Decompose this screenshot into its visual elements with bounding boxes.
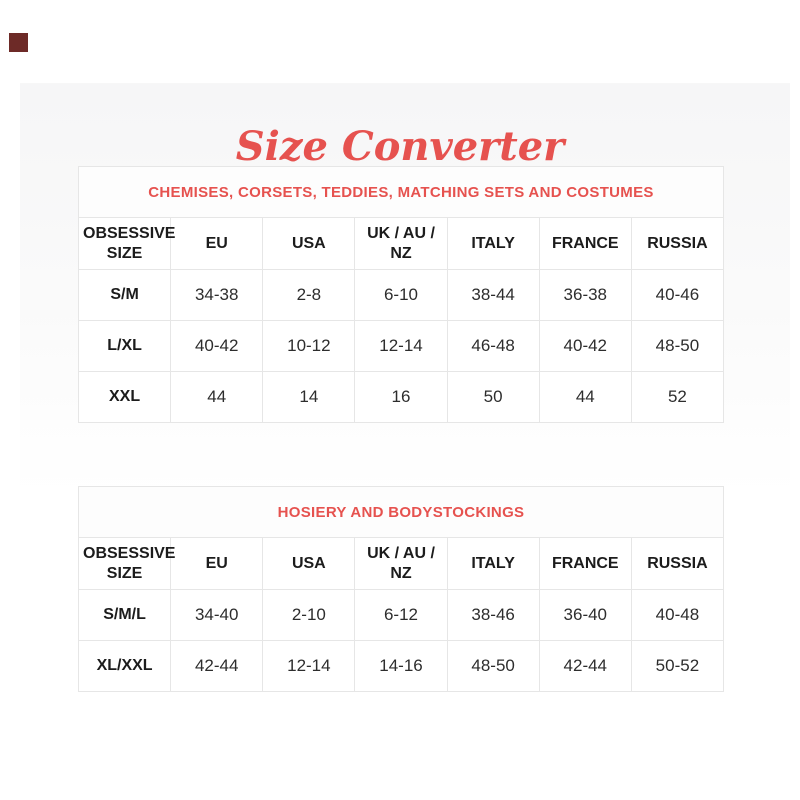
size-value: 14-16: [354, 640, 448, 692]
column-header: USA: [262, 217, 356, 270]
size-value: 50-52: [630, 640, 725, 692]
size-value: 50: [446, 371, 540, 423]
size-value: 38-44: [446, 269, 540, 321]
chemises-size-table-section: CHEMISES, CORSETS, TEDDIES, MATCHING SET…: [77, 166, 725, 423]
column-header: RUSSIA: [630, 537, 725, 590]
size-value: 52: [630, 371, 725, 423]
table-title-row: HOSIERY AND BODYSTOCKINGS: [78, 486, 724, 538]
column-header-row: OBSESSIVE SIZE EU USA UK / AU / NZ ITALY FRAN…: [77, 537, 725, 590]
size-value: 6-10: [354, 269, 448, 321]
column-header: RUSSIA: [630, 217, 725, 270]
size-value: 6-12: [354, 589, 448, 641]
table-row: XL/XXL 42-44 12-14 14-16 48-50 42-44 50-52: [77, 640, 725, 692]
size-value: 10-12: [262, 320, 356, 372]
column-header: OBSESSIVE SIZE: [77, 217, 175, 270]
column-header: ITALY: [446, 217, 540, 270]
obsessive-size-label: XXL: [77, 371, 172, 423]
column-header: USA: [262, 537, 356, 590]
column-header: UK / AU / NZ: [354, 537, 448, 590]
size-value: 40-46: [630, 269, 725, 321]
hosiery-size-table-section: HOSIERY AND BODYSTOCKINGS OBSESSIVE SIZE E…: [77, 486, 725, 692]
size-value: 40-42: [538, 320, 632, 372]
table-row: S/M 34-38 2-8 6-10 38-44 36-38 40-46: [77, 269, 725, 321]
size-value: 42-44: [538, 640, 632, 692]
size-value: 14: [262, 371, 356, 423]
size-value: 34-40: [170, 589, 264, 641]
obsessive-size-label: S/M: [77, 269, 172, 321]
column-header: EU: [170, 537, 264, 590]
column-header: FRANCE: [538, 537, 632, 590]
table-title: HOSIERY AND BODYSTOCKINGS: [78, 486, 724, 538]
corner-logo-mark: [9, 33, 28, 52]
column-header: EU: [170, 217, 264, 270]
obsessive-size-label: L/XL: [77, 320, 172, 372]
size-value: 12-14: [354, 320, 448, 372]
size-value: 38-46: [446, 589, 540, 641]
size-value: 34-38: [170, 269, 264, 321]
size-value: 2-8: [262, 269, 356, 321]
size-value: 40-42: [170, 320, 264, 372]
column-header: OBSESSIVE SIZE: [77, 537, 175, 590]
column-header: UK / AU / NZ: [354, 217, 448, 270]
column-header: ITALY: [446, 537, 540, 590]
table-row: S/M/L 34-40 2-10 6-12 38-46 36-40 40-48: [77, 589, 725, 641]
column-header-row: OBSESSIVE SIZE EU USA UK / AU / NZ ITALY FRAN…: [77, 217, 725, 270]
table-title-row: CHEMISES, CORSETS, TEDDIES, MATCHING SET…: [78, 166, 724, 218]
size-value: 46-48: [446, 320, 540, 372]
size-value: 36-38: [538, 269, 632, 321]
obsessive-size-label: XL/XXL: [77, 640, 172, 692]
size-value: 44: [170, 371, 264, 423]
table-row: XXL 44 14 16 50 44 52: [77, 371, 725, 423]
size-value: 40-48: [630, 589, 725, 641]
size-value: 48-50: [446, 640, 540, 692]
size-value: 2-10: [262, 589, 356, 641]
size-value: 36-40: [538, 589, 632, 641]
size-value: 44: [538, 371, 632, 423]
size-value: 42-44: [170, 640, 264, 692]
table-row: L/XL 40-42 10-12 12-14 46-48 40-42 48-50: [77, 320, 725, 372]
chemises-size-table: CHEMISES, CORSETS, TEDDIES, MATCHING SET…: [77, 166, 725, 423]
obsessive-size-label: S/M/L: [77, 589, 172, 641]
page-title: Size Converter: [235, 122, 565, 170]
column-header: FRANCE: [538, 217, 632, 270]
size-value: 12-14: [262, 640, 356, 692]
table-title: CHEMISES, CORSETS, TEDDIES, MATCHING SET…: [78, 166, 724, 218]
hosiery-size-table: HOSIERY AND BODYSTOCKINGS OBSESSIVE SIZE E…: [77, 486, 725, 692]
size-value: 16: [354, 371, 448, 423]
size-value: 48-50: [630, 320, 725, 372]
